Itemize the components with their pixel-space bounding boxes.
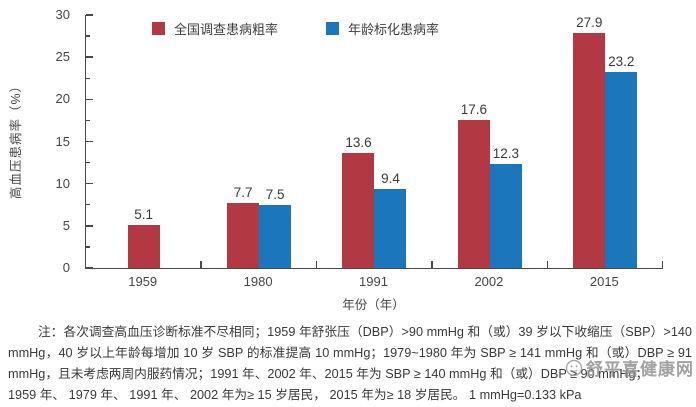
bar-standardized-1980: 7.5 [259, 187, 292, 268]
bar-value-label: 5.1 [134, 207, 154, 222]
bar-crude-1980: 7.7 [227, 185, 260, 268]
y-axis-major-tick [86, 98, 93, 101]
bar-value-label: 7.5 [265, 186, 285, 202]
footnote-line: 1959 年、 1979 年、 1991 年、 2002 年为≥ 15 岁居民，… [8, 388, 582, 402]
y-tick-label: 30 [55, 7, 70, 22]
bar-value-label: 12.3 [492, 146, 520, 162]
plot-area: 全国调查患病粗率 年龄标化患病率 5.1 7.7 7.5 13.6 9.4 17.6 12.… [85, 14, 664, 269]
y-axis-major-tick [86, 56, 93, 58]
x-axis-tick [431, 261, 433, 268]
bar-group-1980: 7.7 7.5 [201, 15, 316, 268]
legend-swatch-blue [326, 22, 340, 35]
y-tick-label: 25 [55, 49, 70, 65]
y-axis-minor-tick [86, 204, 90, 206]
y-axis-major-tick [86, 267, 93, 269]
bar-value-label: 9.4 [381, 170, 400, 186]
x-axis-tick [200, 261, 202, 268]
x-axis-tick [315, 261, 318, 268]
x-tick-label: 2002 [474, 274, 504, 289]
x-tick-label: 2015 [589, 274, 619, 289]
bar-value-label: 13.6 [345, 135, 372, 151]
legend-label: 全国调查患病粗率 [174, 22, 279, 37]
bar-value-label: 7.7 [233, 185, 253, 201]
bar-value-label: 23.2 [608, 54, 635, 70]
bar-group-2002: 17.6 12.3 [432, 15, 547, 268]
y-tick-label: 10 [55, 175, 70, 191]
x-tick-label: 1991 [359, 274, 388, 289]
bar-standardized-2015: 23.2 [605, 54, 638, 268]
y-axis-minor-tick [86, 246, 90, 248]
legend-label: 年龄标化患病率 [348, 22, 440, 37]
x-axis-title: 年份（年） [342, 298, 405, 312]
footnote-line: 注：各次调查高血压诊断标准不尽相同；1959 年舒张压（DBP）>90 mmHg… [38, 325, 692, 339]
bar-standardized-1991: 9.4 [374, 171, 407, 268]
y-axis-major-tick [86, 225, 93, 227]
y-tick-label: 5 [62, 217, 70, 233]
bar-group-1991: 13.6 9.4 [317, 15, 432, 268]
y-tick-label: 15 [55, 133, 70, 149]
y-axis-major-tick [86, 140, 93, 143]
bar-group-1959: 5.1 [86, 15, 201, 268]
legend-item-standardized-rate: 年龄标化患病率 [326, 19, 439, 38]
y-axis-minor-tick [86, 119, 90, 122]
x-axis-labels: 1959 1980 1991 2002 2015 [85, 274, 662, 289]
x-tick-label: 1980 [243, 274, 273, 289]
y-axis-minor-tick [86, 77, 90, 79]
y-axis-major-tick [86, 14, 93, 16]
x-axis-tick [546, 261, 548, 268]
legend: 全国调查患病粗率 年龄标化患病率 [152, 19, 439, 38]
y-tick-label: 0 [62, 260, 70, 275]
bar-value-label: 17.6 [460, 101, 488, 117]
y-tick-label: 20 [55, 91, 70, 107]
footnote-line: mmHg，且未考虑两周内服药情况；1991 年、2002 年、2015 年为 S… [8, 367, 649, 381]
y-axis-minor-tick [86, 35, 90, 37]
bar-chart: 高血压患病率（%） 0 5 10 15 20 25 30 全国调查患病粗率 年龄标化患病率 … [0, 7, 664, 312]
x-axis-tick [662, 261, 664, 268]
bar-standardized-2002: 12.3 [489, 146, 522, 268]
bar-crude-2002: 17.6 [457, 102, 490, 268]
bar-crude-1991: 13.6 [342, 135, 375, 268]
y-axis-major-tick [86, 182, 93, 185]
bar-value-label: 27.9 [576, 14, 603, 30]
legend-item-crude-rate: 全国调查患病粗率 [152, 19, 278, 38]
bar-crude-1959: 5.1 [127, 207, 160, 268]
footnote-line: mmHg，40 岁以上年龄每增加 10 岁 SBP 的标准提高 10 mmHg；… [8, 346, 692, 360]
bar-crude-2015: 27.9 [573, 15, 606, 268]
y-axis-labels: 0 5 10 15 20 25 30 [0, 7, 76, 275]
legend-swatch-red [152, 22, 165, 35]
bar-group-2015: 27.9 23.2 [548, 15, 663, 268]
footnote: 注：各次调查高血压诊断标准不尽相同；1959 年舒张压（DBP）>90 mmHg… [8, 322, 692, 406]
x-tick-label: 1959 [128, 274, 158, 289]
y-axis-minor-tick [86, 161, 90, 164]
